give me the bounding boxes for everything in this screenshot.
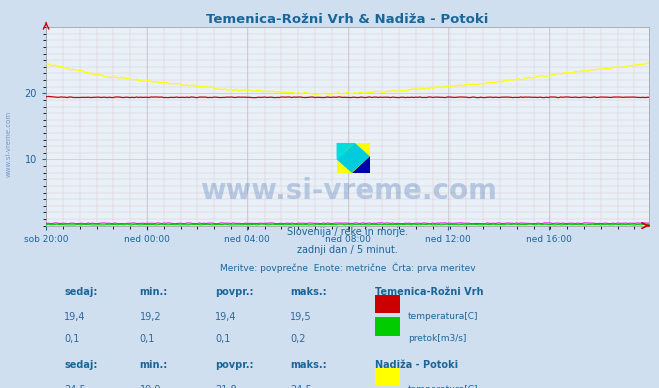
Text: 19,9: 19,9 xyxy=(140,385,161,388)
Text: maks.:: maks.: xyxy=(291,360,327,371)
Text: Temenica-Rožni Vrh: Temenica-Rožni Vrh xyxy=(375,288,483,297)
Polygon shape xyxy=(337,143,370,173)
Text: sedaj:: sedaj: xyxy=(64,360,98,371)
Bar xyxy=(375,294,400,313)
Text: zadnji dan / 5 minut.: zadnji dan / 5 minut. xyxy=(297,245,398,255)
Bar xyxy=(375,317,400,336)
Text: sedaj:: sedaj: xyxy=(64,288,98,297)
Polygon shape xyxy=(351,156,370,173)
Text: 0,1: 0,1 xyxy=(215,334,231,345)
Text: pretok[m3/s]: pretok[m3/s] xyxy=(408,334,467,343)
Text: 19,4: 19,4 xyxy=(215,312,237,322)
Text: www.si-vreme.com: www.si-vreme.com xyxy=(5,111,12,177)
Text: www.si-vreme.com: www.si-vreme.com xyxy=(200,177,497,205)
Text: povpr.:: povpr.: xyxy=(215,360,254,371)
Text: 19,4: 19,4 xyxy=(64,312,86,322)
Text: 0,2: 0,2 xyxy=(291,334,306,345)
Text: 0,1: 0,1 xyxy=(64,334,80,345)
Text: maks.:: maks.: xyxy=(291,288,327,297)
Text: 24,5: 24,5 xyxy=(64,385,86,388)
Bar xyxy=(375,368,400,386)
Text: temperatura[C]: temperatura[C] xyxy=(408,312,478,321)
Polygon shape xyxy=(337,143,355,159)
Text: Meritve: povprečne  Enote: metrične  Črta: prva meritev: Meritve: povprečne Enote: metrične Črta:… xyxy=(220,263,475,274)
Text: min.:: min.: xyxy=(140,360,168,371)
Title: Temenica-Rožni Vrh & Nadiža - Potoki: Temenica-Rožni Vrh & Nadiža - Potoki xyxy=(206,13,489,26)
Text: temperatura[C]: temperatura[C] xyxy=(408,385,478,388)
Text: min.:: min.: xyxy=(140,288,168,297)
Text: 19,2: 19,2 xyxy=(140,312,161,322)
Text: 21,8: 21,8 xyxy=(215,385,237,388)
Text: 0,1: 0,1 xyxy=(140,334,155,345)
Text: 19,5: 19,5 xyxy=(291,312,312,322)
Text: Nadiža - Potoki: Nadiža - Potoki xyxy=(375,360,458,371)
Text: povpr.:: povpr.: xyxy=(215,288,254,297)
Polygon shape xyxy=(337,143,370,173)
Text: 24,5: 24,5 xyxy=(291,385,312,388)
Text: Slovenija / reke in morje.: Slovenija / reke in morje. xyxy=(287,227,408,237)
